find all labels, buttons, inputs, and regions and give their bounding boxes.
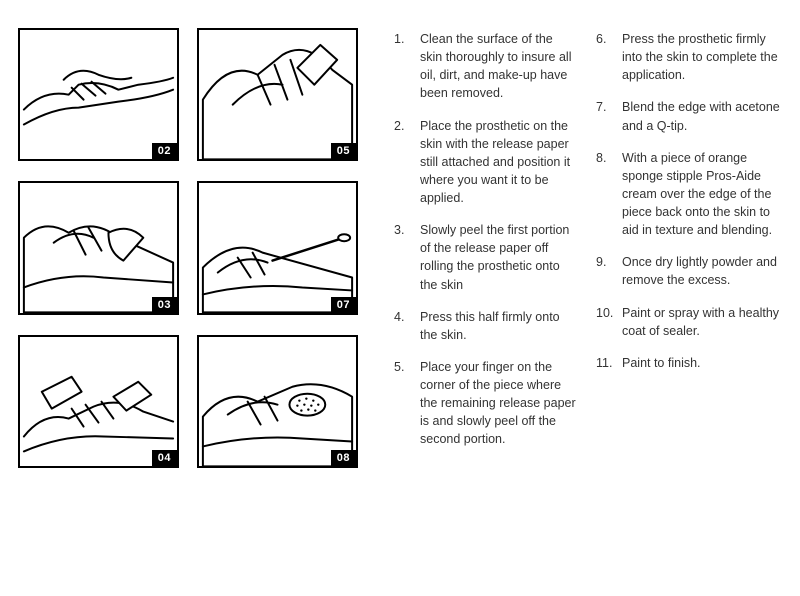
illustration-panel: 02 [18,28,179,161]
instruction-number [596,354,622,372]
instruction-item: Paint to finish. [596,354,780,372]
instruction-number [596,30,622,84]
instruction-text: Paint to finish. [622,354,780,372]
instruction-item: Once dry lightly powder and remove the e… [596,253,780,289]
instruction-item: Place the prosthetic on the skin with th… [394,117,578,208]
illustration-panel: 08 [197,335,358,468]
illustration-panel: 05 [197,28,358,161]
instruction-text: Slowly peel the first portion of the rel… [420,221,578,294]
instruction-number [596,149,622,240]
instruction-number [394,30,420,103]
instruction-text: Place your finger on the corner of the p… [420,358,578,449]
instruction-text: Once dry lightly powder and remove the e… [622,253,780,289]
instructions-col-2: Press the prosthetic firmly into the ski… [596,30,780,576]
instruction-item: Press this half firmly onto the skin. [394,308,578,344]
illustration-panel: 04 [18,335,179,468]
instruction-number [394,358,420,449]
instruction-number [596,304,622,340]
illustration-grid: 02 05 03 [18,28,358,468]
instruction-item: Place your finger on the corner of the p… [394,358,578,449]
instructions-columns: Clean the surface of the skin thoroughly… [358,28,780,576]
instruction-item: With a piece of orange sponge stipple Pr… [596,149,780,240]
illustration-panel: 03 [18,181,179,314]
instruction-item: Slowly peel the first portion of the rel… [394,221,578,294]
instruction-text: Place the prosthetic on the skin with th… [420,117,578,208]
instruction-number [394,308,420,344]
instruction-text: With a piece of orange sponge stipple Pr… [622,149,780,240]
instruction-number [596,98,622,134]
panel-number-badge: 05 [331,143,356,159]
instruction-text: Paint or spray with a healthy coat of se… [622,304,780,340]
instruction-item: Paint or spray with a healthy coat of se… [596,304,780,340]
panel-number-badge: 08 [331,450,356,466]
panel-number-badge: 02 [152,143,177,159]
illustration-panel: 07 [197,181,358,314]
panel-number-badge: 03 [152,297,177,313]
instruction-number [596,253,622,289]
instruction-item: Clean the surface of the skin thoroughly… [394,30,578,103]
instruction-text: Clean the surface of the skin thoroughly… [420,30,578,103]
instructions-col-1: Clean the surface of the skin thoroughly… [394,30,578,576]
instruction-number [394,117,420,208]
instruction-item: Blend the edge with acetone and a Q-tip. [596,98,780,134]
panel-number-badge: 07 [331,297,356,313]
instruction-text: Blend the edge with acetone and a Q-tip. [622,98,780,134]
instruction-item: Press the prosthetic firmly into the ski… [596,30,780,84]
instruction-number [394,221,420,294]
panel-number-badge: 04 [152,450,177,466]
instruction-text: Press the prosthetic firmly into the ski… [622,30,780,84]
instruction-text: Press this half firmly onto the skin. [420,308,578,344]
